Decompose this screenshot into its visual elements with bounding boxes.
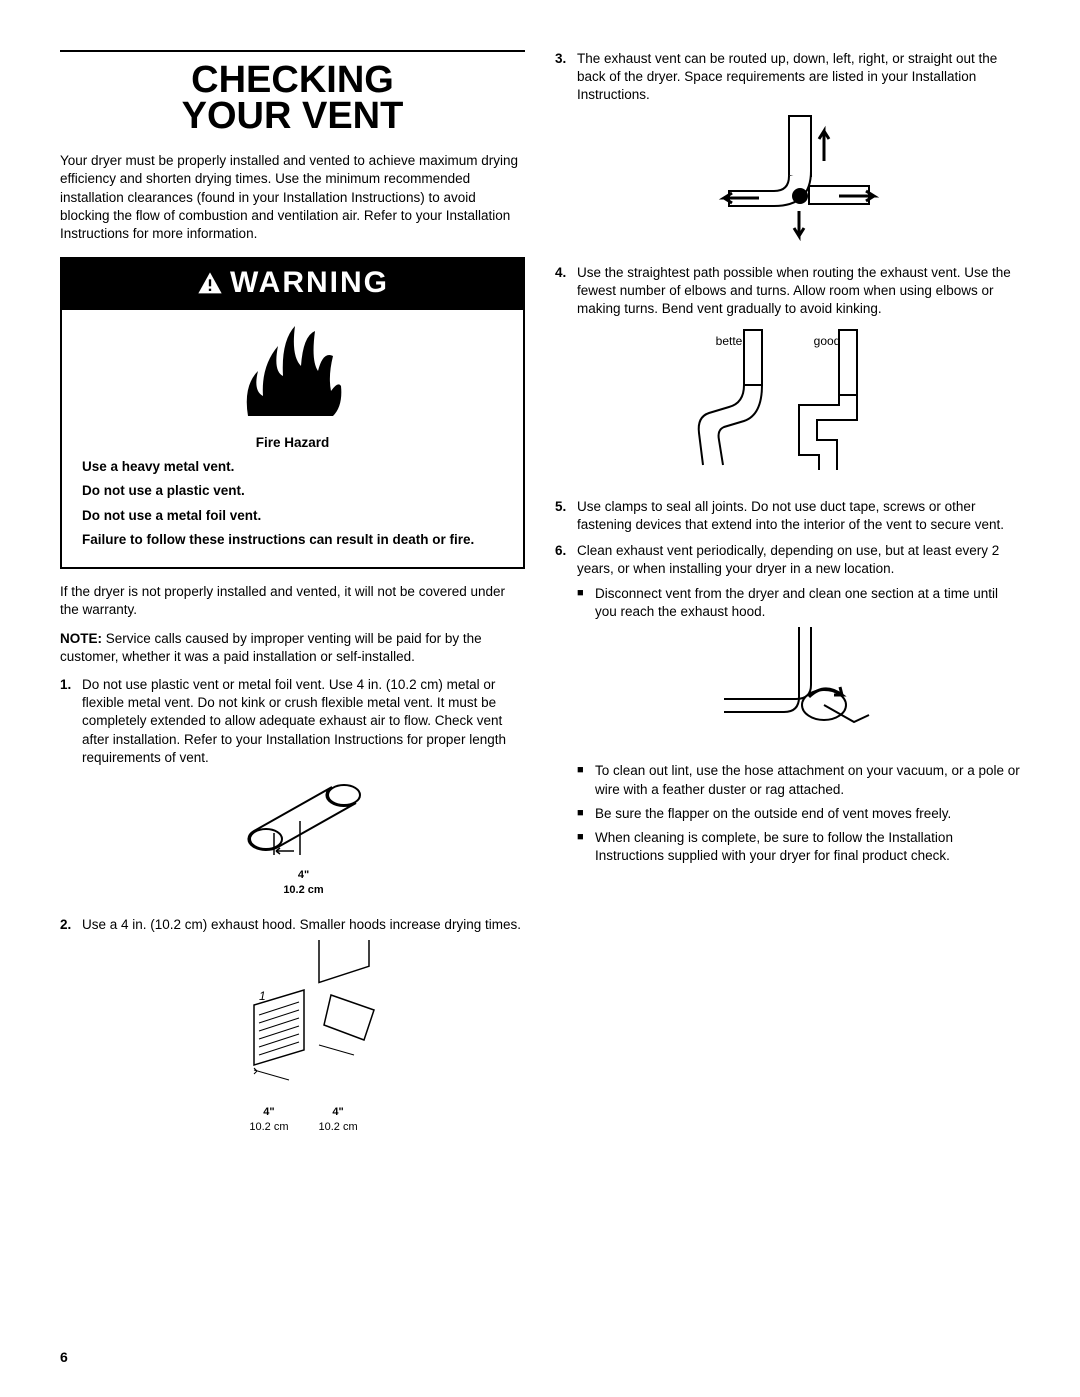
step-5: 5. Use clamps to seal all joints. Do not…: [555, 498, 1020, 534]
warning-heading: Fire Hazard: [82, 434, 503, 452]
left-column: CHECKING YOUR VENT Your dryer must be pr…: [60, 50, 525, 1153]
fig2-dim-a: 4": [263, 1106, 274, 1118]
vent-pipe-figure: 4" 10.2 cm: [82, 773, 525, 898]
warning-label: WARNING: [230, 263, 389, 304]
step-6: 6. Clean exhaust vent periodically, depe…: [555, 542, 1020, 871]
b6-2: To clean out lint, use the hose attachme…: [595, 762, 1020, 798]
step-6-text: Clean exhaust vent periodically, dependi…: [577, 543, 999, 576]
step-4: 4. Use the straightest path possible whe…: [555, 264, 1020, 490]
step-4-text: Use the straightest path possible when r…: [577, 265, 1011, 316]
warning-line-4: Failure to follow these instructions can…: [82, 531, 503, 549]
step-6-bullet-3: ■Be sure the flapper on the outside end …: [577, 805, 1020, 823]
warning-line-2: Do not use a plastic vent.: [82, 482, 503, 500]
intro-paragraph: Your dryer must be properly installed an…: [60, 152, 525, 243]
fig4-good-label: good: [813, 334, 840, 348]
fig1-metric: 10.2 cm: [283, 884, 323, 896]
step-6-bullet-2: ■To clean out lint, use the hose attachm…: [577, 762, 1020, 798]
fig4-better-label: better: [715, 334, 746, 348]
b6-3: Be sure the flapper on the outside end o…: [595, 805, 951, 823]
warning-line-1: Use a heavy metal vent.: [82, 458, 503, 476]
warning-line-3: Do not use a metal foil vent.: [82, 507, 503, 525]
step-1: 1. Do not use plastic vent or metal foil…: [60, 676, 525, 908]
step-6-bullet-4: ■When cleaning is complete, be sure to f…: [577, 829, 1020, 865]
warning-box: WARNING Fire Hazard Use a heavy metal ve…: [60, 257, 525, 569]
warning-triangle-icon: [196, 270, 224, 298]
step-6-bullet-1: ■Disconnect vent from the dryer and clea…: [577, 585, 1020, 621]
b6-4: When cleaning is complete, be sure to fo…: [595, 829, 1020, 865]
note-label: NOTE:: [60, 631, 102, 646]
step-3-text: The exhaust vent can be routed up, down,…: [577, 51, 997, 102]
warning-text: Fire Hazard Use a heavy metal vent. Do n…: [62, 428, 523, 567]
fig1-dim-text: 4": [298, 869, 309, 881]
clean-vent-figure: [577, 627, 1020, 752]
step-2: 2. Use a 4 in. (10.2 cm) exhaust hood. S…: [60, 916, 525, 1145]
fig2-n1: 1: [259, 989, 266, 1003]
fire-icon: [62, 310, 523, 428]
routing-arrows-figure: [577, 111, 1020, 246]
better-good-figure: better good: [577, 325, 1020, 480]
step-2-num: 2.: [60, 916, 82, 1145]
step-3-num: 3.: [555, 50, 577, 256]
step-1-num: 1.: [60, 676, 82, 908]
step-2-text: Use a 4 in. (10.2 cm) exhaust hood. Smal…: [82, 917, 521, 932]
warranty-note: If the dryer is not properly installed a…: [60, 583, 525, 619]
exhaust-hood-figure: 2 1: [82, 940, 525, 1135]
title-line2: YOUR VENT: [182, 95, 404, 137]
page-number: 6: [60, 1348, 68, 1367]
page-title: CHECKING YOUR VENT: [60, 62, 525, 134]
warning-bar: WARNING: [62, 259, 523, 310]
step-3: 3. The exhaust vent can be routed up, do…: [555, 50, 1020, 256]
top-rule: [60, 50, 525, 52]
fig2-dim-b: 4": [332, 1106, 343, 1118]
b6-1: Disconnect vent from the dryer and clean…: [595, 585, 1020, 621]
fig2-metric-b: 10.2 cm: [319, 1121, 358, 1133]
step-6-num: 6.: [555, 542, 577, 871]
step-1-text: Do not use plastic vent or metal foil ve…: [82, 677, 506, 765]
step-4-num: 4.: [555, 264, 577, 490]
fig2-metric-a: 10.2 cm: [249, 1121, 288, 1133]
step-5-text: Use clamps to seal all joints. Do not us…: [577, 499, 1004, 532]
note-text: Service calls caused by improper venting…: [60, 631, 482, 664]
step-5-num: 5.: [555, 498, 577, 534]
note-paragraph: NOTE: Service calls caused by improper v…: [60, 630, 525, 666]
right-column: 3. The exhaust vent can be routed up, do…: [555, 50, 1020, 1153]
